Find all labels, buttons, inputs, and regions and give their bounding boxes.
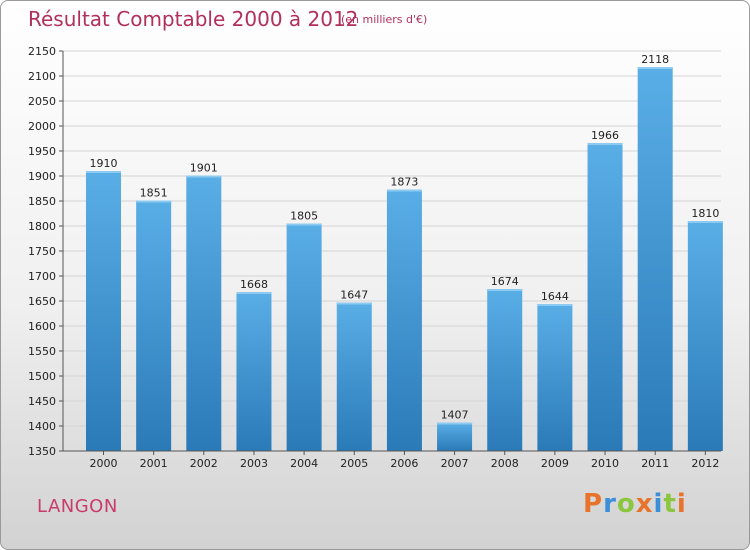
x-tick-label: 2007 [441,457,469,470]
data-label: 1674 [491,275,519,288]
bar [587,143,623,451]
brand-letter: i [653,489,664,519]
brand-letter: P [583,489,604,519]
x-tick-label: 2011 [641,457,669,470]
bar-highlight [336,302,372,305]
data-label: 1851 [140,187,168,200]
y-tick-label: 1750 [28,245,56,258]
y-tick-label: 1400 [28,420,56,433]
brand-letter: o [616,489,636,519]
chart-subtitle: (en milliers d'€) [341,13,428,26]
y-tick-label: 1450 [28,395,56,408]
y-tick-label: 1350 [28,445,56,458]
bar-highlight [537,304,573,306]
bar-highlight [587,143,623,145]
bar-highlight [386,189,422,192]
x-tick-label: 2001 [140,457,168,470]
chart-title: Résultat Comptable 2000 à 2012 [28,7,359,31]
bar [86,171,121,451]
y-tick-label: 1500 [28,370,56,383]
bar [437,422,473,451]
bar-highlight [437,422,473,425]
bar [687,221,723,451]
bar [136,200,172,451]
brand-letter: t [663,489,677,519]
y-tick-label: 1650 [28,295,56,308]
data-label: 2118 [641,53,669,66]
bar [537,304,573,451]
bar-highlight [487,289,523,291]
data-label: 1910 [90,157,118,170]
x-tick-label: 2003 [240,457,268,470]
data-label: 1668 [240,278,268,291]
x-tick-label: 2010 [591,457,619,470]
y-tick-label: 1900 [28,170,56,183]
y-tick-label: 2050 [28,95,56,108]
bar-highlight [637,67,673,69]
bar-highlight [86,171,121,173]
x-tick-label: 2000 [90,457,118,470]
data-label: 1901 [190,162,218,175]
bar [286,223,322,451]
city-name: LANGON [37,496,118,517]
x-tick-label: 2008 [491,457,519,470]
bars [86,67,723,451]
y-tick-label: 2150 [28,45,56,58]
brand-letter: x [635,489,654,519]
bar-highlight [236,292,272,294]
bar-highlight [286,223,322,226]
x-tick-label: 2009 [541,457,569,470]
y-tick-label: 1850 [28,195,56,208]
bar-highlight [687,221,723,223]
x-tick-label: 2006 [390,457,418,470]
labels: 1350 1400 1450 1500 1550 1600 1650 1700 1750 1800… [28,45,719,470]
bar [487,289,523,451]
y-tick-label: 1950 [28,145,56,158]
bar-highlight [186,175,222,178]
bar [637,67,673,451]
x-tick-label: 2005 [340,457,368,470]
x-tick-label: 2012 [691,457,719,470]
brand-logo: Proxiti [583,489,687,519]
y-tick-label: 1600 [28,320,56,333]
y-tick-label: 1550 [28,345,56,358]
bar-highlight [136,200,172,203]
axes [59,50,721,455]
data-label: 1873 [390,176,418,189]
y-tick-label: 1700 [28,270,56,283]
y-tick-label: 1800 [28,220,56,233]
data-label: 1966 [591,129,619,142]
brand-letter: i [676,489,687,519]
data-label: 1644 [541,290,569,303]
data-label: 1805 [290,210,318,223]
x-tick-label: 2004 [290,457,318,470]
bar [386,189,422,451]
bar [236,292,272,451]
data-label: 1810 [691,207,719,220]
x-tick-label: 2002 [190,457,218,470]
y-tick-label: 2100 [28,70,56,83]
bar [186,175,222,451]
y-tick-label: 2000 [28,120,56,133]
data-label: 1407 [441,409,469,422]
brand-letter: r [603,489,617,519]
data-label: 1647 [340,289,368,302]
bar [336,302,372,451]
